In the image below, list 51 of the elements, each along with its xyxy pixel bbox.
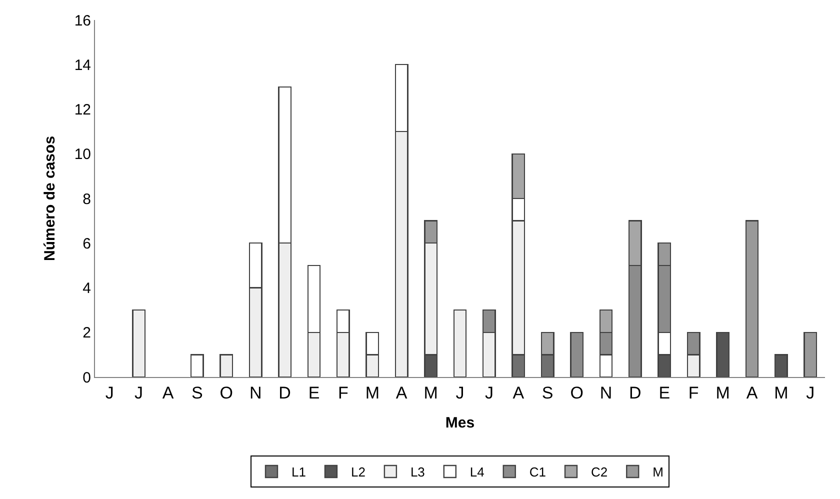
y-tick-label: 2 (82, 324, 91, 342)
x-tick-label: S (542, 383, 554, 402)
bar (190, 354, 204, 377)
bar (804, 332, 818, 377)
x-tick-label: O (570, 383, 584, 402)
x-tick-label: J (806, 383, 815, 402)
x-tick-label: D (278, 383, 291, 402)
x-tick-label: M (716, 383, 730, 402)
x-tick-label: J (484, 383, 494, 402)
legend-label: M (652, 464, 664, 480)
x-tick-label: F (338, 383, 348, 402)
x-tick-label: M (365, 383, 380, 402)
x-tick-label: N (600, 383, 612, 402)
x-tick-label: E (308, 383, 320, 402)
bar (745, 220, 759, 377)
bar (220, 354, 234, 377)
x-tick-label: O (220, 383, 234, 402)
y-tick-label: 6 (82, 235, 91, 252)
y-tick-label: 12 (74, 102, 91, 118)
y-axis-title: Número de casos (42, 136, 59, 262)
legend-label: L1 (292, 464, 306, 480)
bar (132, 309, 146, 377)
bar (716, 332, 730, 377)
legend-label: L4 (470, 464, 484, 480)
x-tick-label: E (658, 383, 670, 402)
x-tick-label: M (424, 383, 438, 402)
bar (453, 309, 467, 377)
x-tick-label: J (456, 383, 464, 402)
legend-label: L2 (350, 464, 366, 480)
legend-label: C1 (529, 464, 546, 480)
x-tick-label: A (746, 383, 758, 402)
x-tick-label: A (396, 383, 408, 402)
y-tick-label: 16 (74, 12, 91, 30)
y-tick-label: 4 (82, 280, 91, 297)
x-tick-label: J (105, 383, 114, 402)
x-tick-label: J (134, 383, 144, 402)
x-tick-label: A (162, 383, 174, 402)
y-tick-label: 0 (82, 369, 91, 386)
x-tick-label: M (774, 383, 788, 402)
legend-label: L3 (410, 464, 425, 480)
y-tick-label: 10 (74, 146, 91, 164)
x-tick-label: F (688, 383, 699, 402)
x-tick-label: S (192, 383, 203, 402)
y-tick-label: 8 (82, 190, 91, 208)
bar (774, 354, 788, 377)
x-tick-label: A (512, 383, 525, 402)
x-axis-title: Mes (445, 414, 475, 432)
x-tick-label: N (249, 383, 262, 402)
legend-label: C2 (591, 464, 608, 480)
y-tick-label: 14 (74, 56, 91, 74)
x-tick-label: D (629, 383, 642, 402)
